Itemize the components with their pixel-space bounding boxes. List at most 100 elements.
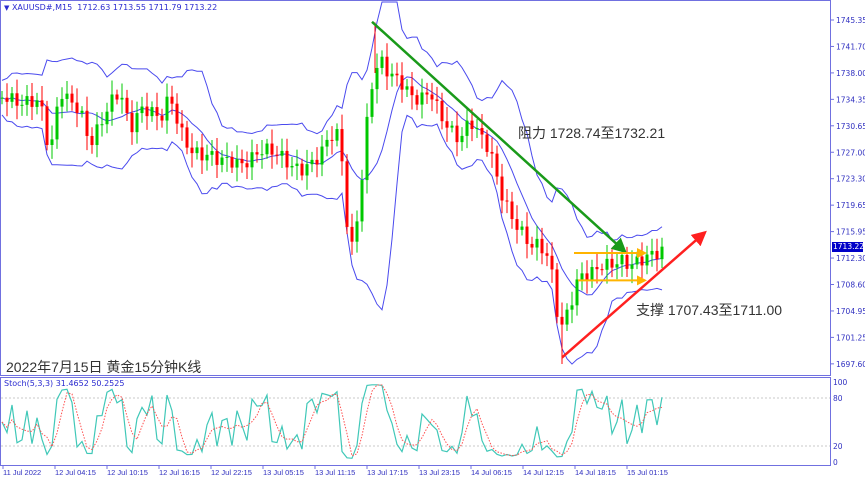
- candle-body: [530, 243, 534, 248]
- candle-body: [305, 164, 309, 176]
- candle-body: [645, 254, 649, 266]
- candle-body: [345, 161, 349, 227]
- candle-body: [610, 258, 614, 268]
- current-price-tag: 1713.22: [832, 242, 865, 252]
- price-tick-label: 1701.25: [836, 333, 865, 342]
- candle-body: [20, 104, 24, 106]
- candle-body: [65, 93, 69, 99]
- candle-body: [25, 96, 29, 105]
- candle-body: [125, 97, 129, 114]
- price-tick-label: 1708.60: [836, 281, 865, 290]
- candle-body: [255, 152, 259, 155]
- candle-body: [490, 151, 494, 154]
- candle-body: [425, 92, 429, 95]
- price-tick-label: 1727.00: [836, 148, 865, 157]
- candle-body: [465, 120, 469, 136]
- price-axis: 1745.35 1741.70 1738.00 1734.35 1730.65 1727.…: [830, 16, 865, 467]
- candle-body: [485, 134, 489, 152]
- time-tick-label: 12 Jul 22:15: [211, 468, 252, 477]
- candle-body: [285, 150, 289, 168]
- candle-body: [120, 97, 124, 100]
- candle-body: [655, 250, 659, 260]
- candle-body: [5, 97, 9, 102]
- candle-body: [275, 154, 279, 156]
- candle-body: [130, 113, 134, 133]
- up-trendline: [561, 230, 707, 359]
- time-tick-label: 14 Jul 18:15: [575, 468, 616, 477]
- candle-body: [410, 86, 414, 96]
- time-tick-label: 13 Jul 17:15: [367, 468, 408, 477]
- candle-body: [505, 200, 509, 202]
- candle-body: [430, 94, 434, 100]
- candle-body: [625, 254, 629, 269]
- candle-body: [375, 67, 379, 90]
- candle-body: [195, 147, 199, 154]
- candle-body: [90, 135, 94, 146]
- candle-body: [115, 94, 119, 100]
- candle-body: [400, 75, 404, 90]
- candle-body: [95, 124, 99, 146]
- candle-body: [360, 180, 364, 222]
- candle-body: [640, 256, 644, 266]
- price-tick-label: 1719.65: [836, 201, 865, 210]
- candle-body: [515, 219, 519, 230]
- candle-body: [135, 113, 139, 133]
- candle-body: [460, 135, 464, 143]
- candle-body: [250, 152, 254, 168]
- candle-body: [300, 163, 304, 176]
- candle-body: [295, 163, 299, 166]
- candle-body: [565, 309, 569, 325]
- candle-body: [495, 153, 499, 177]
- price-tick-label: 1745.35: [836, 16, 865, 25]
- stoch-tick-label: 80: [833, 394, 843, 403]
- candle-body: [590, 267, 594, 281]
- candle-body: [385, 56, 389, 77]
- candle-body: [365, 116, 369, 181]
- candle-body: [380, 56, 384, 68]
- candle-body: [390, 73, 394, 77]
- candle-body: [620, 254, 624, 265]
- candle-body: [40, 100, 44, 107]
- candle-body: [75, 102, 79, 113]
- candle-body: [585, 273, 589, 281]
- time-axis: 11 Jul 2022 12 Jul 04:15 12 Jul 10:15 12 Ju…: [2, 466, 668, 477]
- candle-body: [165, 96, 169, 121]
- candle-body: [575, 279, 579, 306]
- price-tick-label: 1738.00: [836, 69, 865, 78]
- candle-body: [555, 269, 559, 317]
- candle-body: [265, 143, 269, 155]
- stoch-panel-border: [0, 377, 831, 466]
- candle-body: [325, 139, 329, 147]
- candle-body: [175, 103, 179, 124]
- candle-body: [270, 143, 274, 155]
- candle-body: [445, 121, 449, 128]
- candle-body: [335, 129, 339, 141]
- candle-body: [605, 258, 609, 270]
- candle-body: [100, 124, 104, 126]
- candle-body: [230, 156, 234, 168]
- price-tick-label: 1723.30: [836, 175, 865, 184]
- candle-body: [435, 99, 439, 101]
- time-tick-label: 12 Jul 10:15: [107, 468, 148, 477]
- stoch-tick-label: 20: [833, 442, 843, 451]
- candle-body: [60, 98, 64, 107]
- candle-body: [235, 159, 239, 168]
- time-tick-label: 14 Jul 12:15: [523, 468, 564, 477]
- candle-body: [80, 110, 84, 113]
- candle-body: [550, 255, 554, 270]
- chart-caption: 2022年7月15日 黄金15分钟K线: [6, 359, 202, 375]
- candle-body: [615, 264, 619, 268]
- time-tick-label: 15 Jul 01:15: [627, 468, 668, 477]
- candle-body: [225, 156, 229, 158]
- support-annotation: 支撑 1707.43至1711.00: [636, 302, 783, 318]
- candle-body: [220, 157, 224, 165]
- stoch-signal-line: [1, 384, 663, 457]
- candle-body: [630, 264, 634, 269]
- drawings: [371, 20, 707, 359]
- candle-body: [160, 115, 164, 121]
- candle-body: [350, 226, 354, 242]
- dropdown-triangle-icon[interactable]: ▼: [4, 4, 10, 12]
- candle-body: [595, 267, 599, 270]
- candle-body: [510, 201, 514, 220]
- price-tick-label: 1715.95: [836, 228, 865, 237]
